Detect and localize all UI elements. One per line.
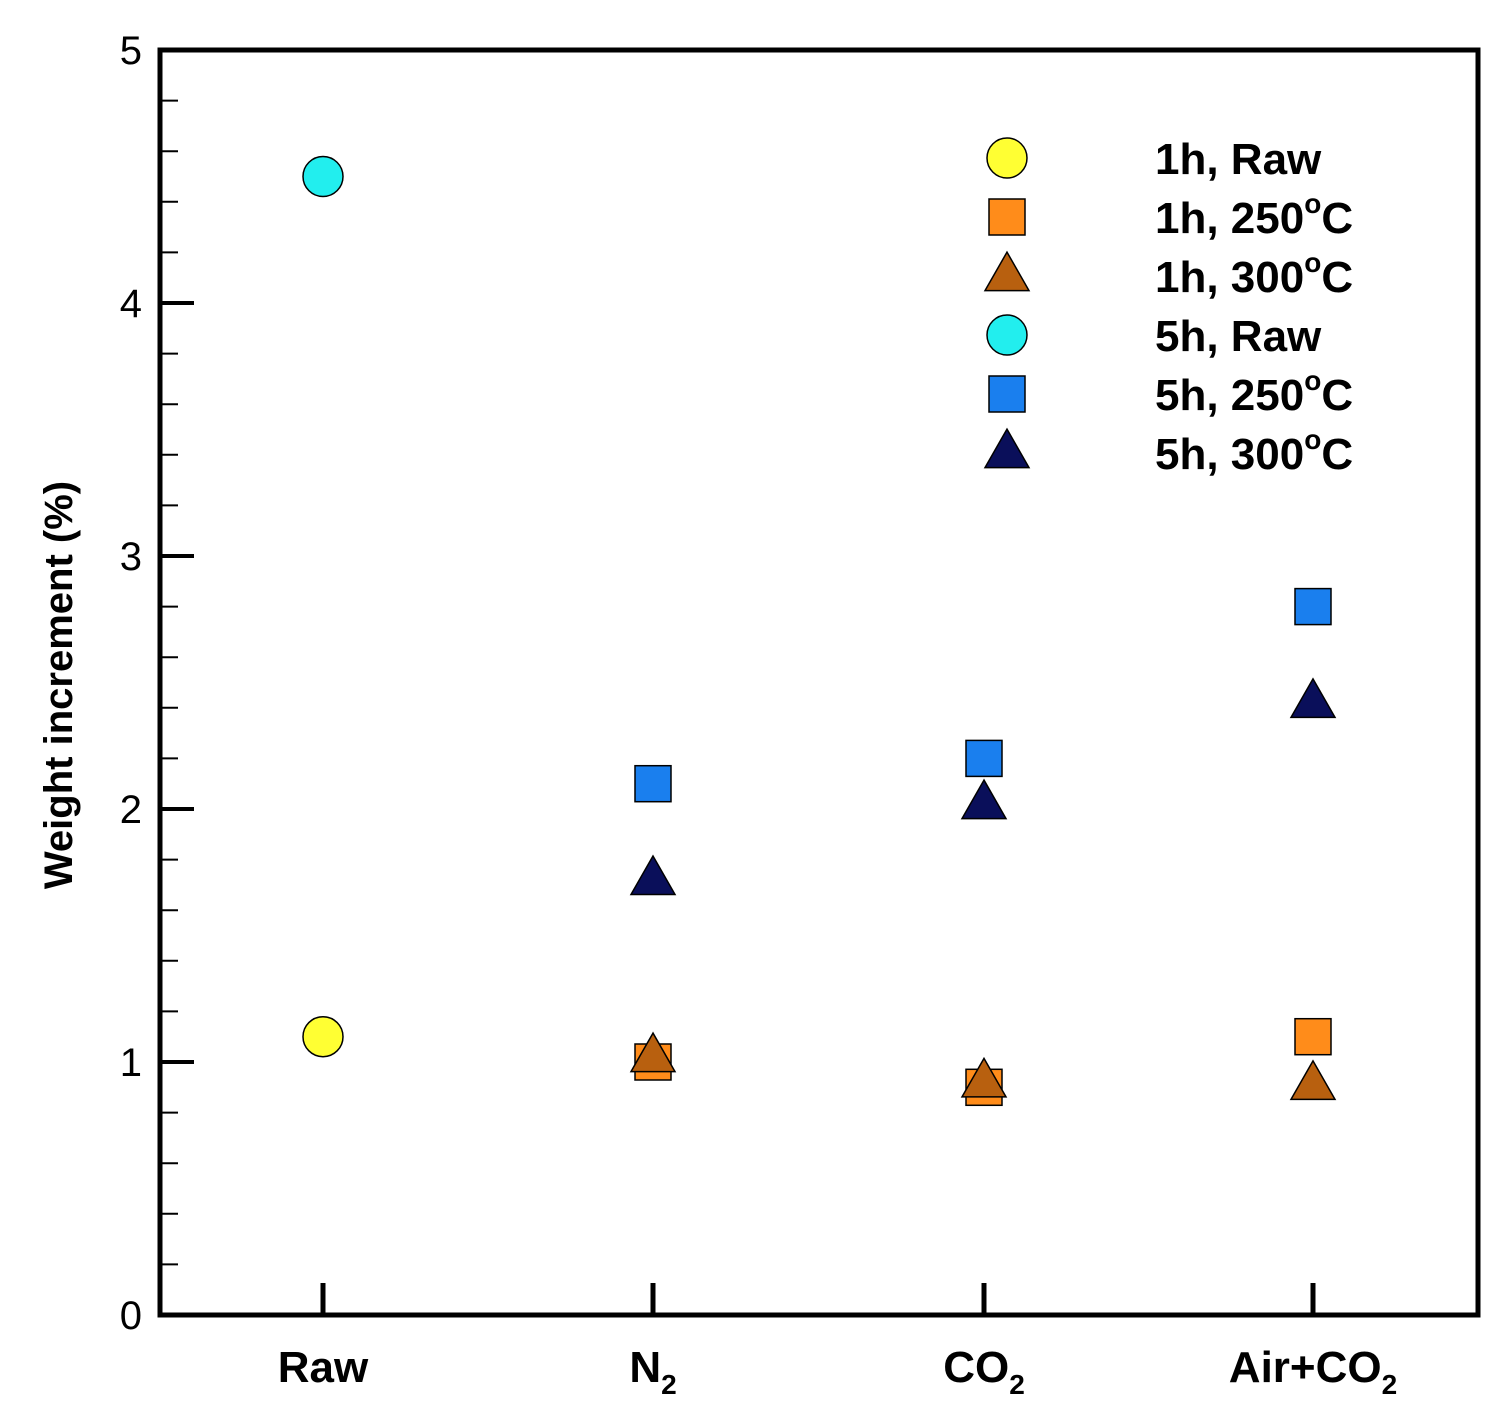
legend-label: 1h, 300oC [1155,247,1353,302]
x-axis: Raw N2 CO2 Air+CO2 [278,1283,1397,1400]
legend-marker [988,375,1026,413]
data-point [634,764,672,803]
y-tick-label: 1 [120,1041,142,1085]
x-tick-label: Air+CO2 [1229,1343,1397,1400]
plot-frame [157,47,1481,1318]
data-point [1294,1017,1332,1056]
data-points [302,155,1337,1107]
legend-marker [986,137,1028,179]
x-tick-label: N2 [629,1343,676,1400]
y-axis-label: Weight increment (%) [37,481,81,889]
legend-marker [983,250,1031,292]
legend-marker [983,427,1031,469]
legend-label: 5h, 300oC [1155,424,1353,479]
legend-label: 5h, Raw [1155,312,1322,361]
x-tick-label: CO2 [943,1343,1025,1400]
y-axis: 0 1 2 3 4 5 [120,29,194,1338]
data-point [960,1056,1008,1098]
x-tick-label: Raw [278,1343,369,1392]
data-point [302,155,344,198]
data-point [1294,587,1332,626]
data-point [629,1031,677,1073]
y-tick-label: 5 [120,29,142,73]
data-point [629,854,677,896]
data-point [1289,1059,1337,1101]
legend-marker [988,198,1026,236]
legend-marker [986,314,1028,356]
data-point [1289,677,1337,719]
data-point [965,739,1003,778]
legend-label: 1h, Raw [1155,135,1322,184]
legend-label: 5h, 250oC [1155,365,1353,420]
y-tick-label: 2 [120,788,142,832]
y-tick-label: 0 [120,1294,142,1338]
y-tick-label: 3 [120,535,142,579]
legend-label: 1h, 250oC [1155,188,1353,243]
data-point [960,778,1008,820]
y-tick-label: 4 [120,282,142,326]
data-point [302,1015,344,1058]
